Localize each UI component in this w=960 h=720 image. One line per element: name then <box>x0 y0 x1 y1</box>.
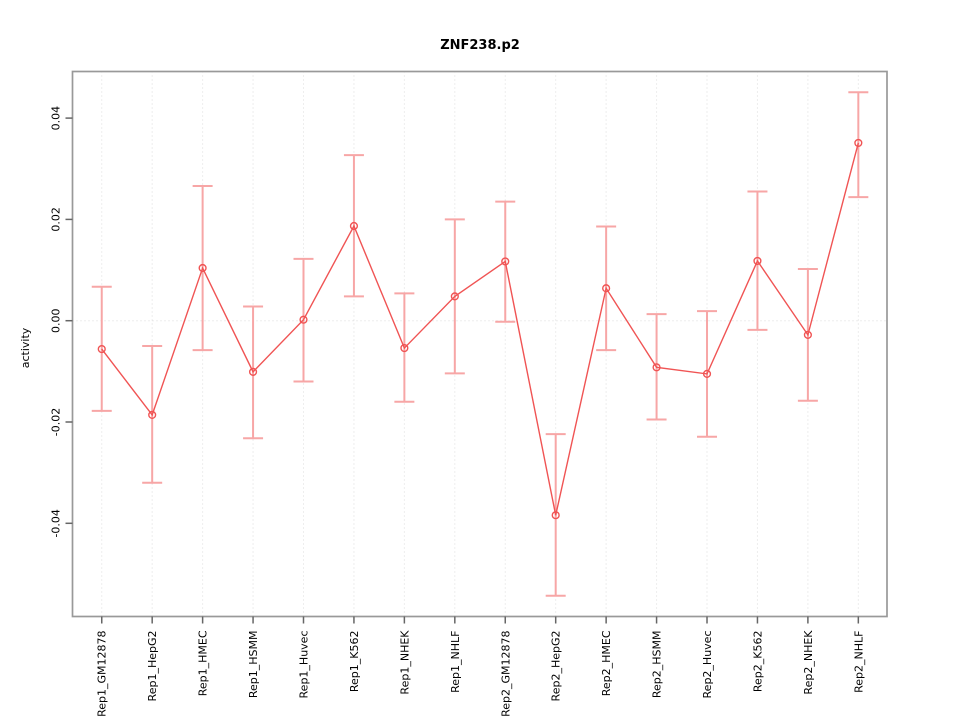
y-tick-label: 0.04 <box>50 106 63 131</box>
data-point-Rep1_Huvec <box>299 315 308 324</box>
y-tick-label: 0.00 <box>50 308 63 333</box>
y-tick-label: 0.02 <box>50 207 63 232</box>
data-point-Rep1_NHLF <box>450 292 459 301</box>
data-point-Rep2_K562 <box>753 256 762 266</box>
data-point-Rep2_HSMM <box>652 363 661 372</box>
plot-border <box>71 70 888 618</box>
x-tick-label: Rep2_NHEK <box>802 630 815 695</box>
x-tick-label: Rep1_NHEK <box>398 630 411 695</box>
chart-layer: -0.04 -0.02 0.00 0.02 0.04 Rep1_GM12878 Rep1_H… <box>50 70 888 717</box>
x-tick-label: Rep2_HepG2 <box>550 631 563 702</box>
x-tick-label: Rep2_K562 <box>751 631 764 693</box>
data-point-Rep1_HSMM <box>248 367 258 376</box>
data-point-Rep1_NHEK <box>400 343 409 353</box>
data-point-Rep2_NHEK <box>803 330 812 339</box>
x-tick-label: Rep1_Huvec <box>297 631 310 699</box>
data-point-Rep2_HMEC <box>602 284 611 293</box>
data-point-Rep2_HepG2 <box>551 511 560 520</box>
data-point-Rep1_HepG2 <box>148 410 157 420</box>
y-tick-label: -0.02 <box>50 408 63 436</box>
data-point-Rep1_GM12878 <box>97 344 106 354</box>
data-point-Rep2_NHLF <box>854 138 863 148</box>
data-point-Rep2_GM12878 <box>501 257 510 266</box>
x-tick-label: Rep2_Huvec <box>701 631 714 699</box>
x-tick-label: Rep2_HMEC <box>600 630 613 696</box>
y-axis-label: activity <box>19 327 32 368</box>
x-tick-label: Rep1_HMEC <box>197 630 210 696</box>
x-tick-label: Rep1_K562 <box>348 631 361 693</box>
x-tick-label: Rep2_NHLF <box>852 631 865 693</box>
x-tick-label: Rep1_NHLF <box>449 631 462 693</box>
x-tick-label: Rep1_GM12878 <box>96 631 109 717</box>
data-point-Rep1_HMEC <box>198 263 207 273</box>
data-point-Rep1_K562 <box>349 221 359 231</box>
x-tick-label: Rep2_GM12878 <box>499 631 512 717</box>
y-tick-label: -0.04 <box>50 509 63 537</box>
x-tick-label: Rep1_HepG2 <box>146 631 159 702</box>
chart-title: ZNF238.p2 <box>440 38 520 53</box>
x-tick-label: Rep1_HSMM <box>247 631 260 699</box>
x-tick-label: Rep2_HSMM <box>651 631 664 699</box>
series-line <box>101 142 860 516</box>
data-point-Rep2_Huvec <box>702 369 712 378</box>
